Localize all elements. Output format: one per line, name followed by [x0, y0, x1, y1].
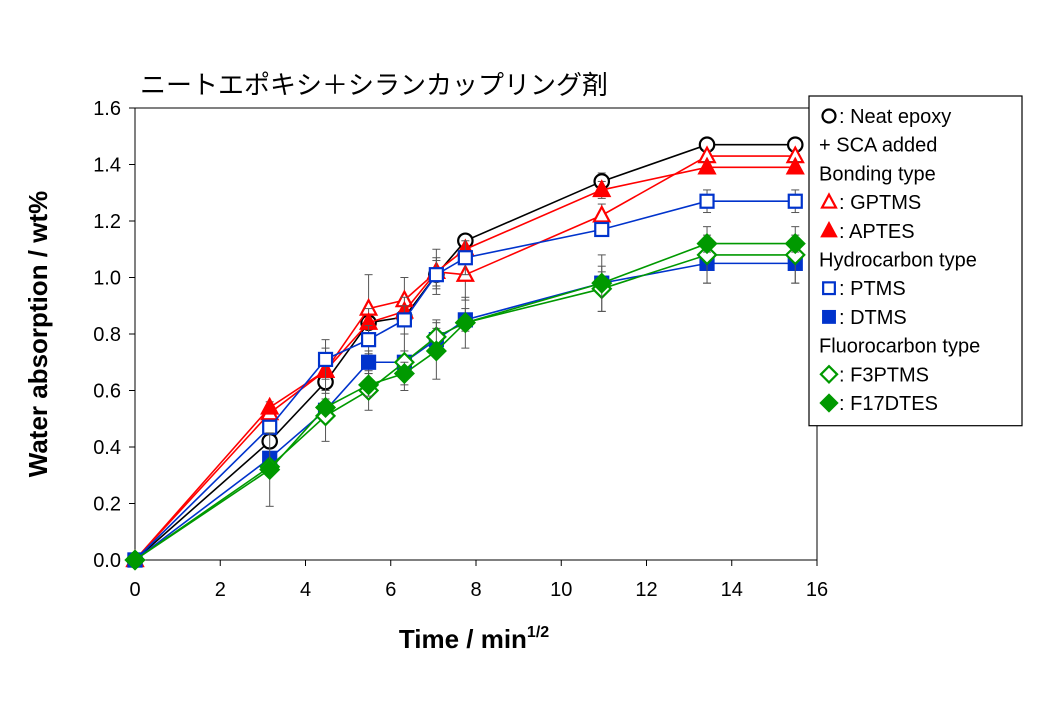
- data-point: [360, 332, 377, 348]
- legend-label: + SCA added: [819, 135, 937, 157]
- legend-marker: [819, 364, 839, 384]
- data-point: [591, 272, 613, 294]
- data-point: [784, 233, 806, 255]
- legend: : Neat epoxy + SCA added Bonding type : GPT…: [808, 95, 1023, 427]
- legend-item: Hydrocarbon type: [819, 250, 977, 272]
- y-tick-label: 1.6: [93, 98, 121, 120]
- data-point: [428, 267, 444, 283]
- data-point: [262, 419, 278, 435]
- legend-label: : DTMS: [839, 307, 907, 329]
- data-point: [457, 250, 473, 266]
- data-point: [317, 351, 334, 368]
- x-tick-label: 10: [550, 579, 572, 601]
- data-point: [699, 193, 715, 209]
- data-point: [259, 459, 281, 481]
- legend-label: Bonding type: [819, 163, 936, 185]
- y-tick-label: 0.6: [93, 381, 121, 403]
- series-aptes: [125, 156, 805, 568]
- legend-label: : PTMS: [839, 278, 906, 300]
- legend-item: : APTES: [820, 220, 915, 243]
- legend-label: : APTES: [839, 221, 915, 243]
- x-tick-label: 6: [385, 579, 396, 601]
- legend-item: : F17DTES: [819, 393, 938, 415]
- x-tick-label: 0: [129, 579, 140, 601]
- legend-label: : Neat epoxy: [839, 106, 951, 128]
- data-point: [787, 193, 803, 209]
- x-axis-label: Time / min1/2: [399, 624, 549, 654]
- series-line: [134, 166, 796, 561]
- data-point: [785, 156, 805, 175]
- x-tick-label: 16: [806, 579, 828, 601]
- series-ptms: [127, 189, 803, 568]
- legend-item: Bonding type: [819, 163, 936, 185]
- legend-marker: [821, 108, 837, 124]
- legend-box: [808, 95, 1023, 427]
- data-point: [358, 374, 380, 396]
- series-line: [134, 254, 796, 561]
- data-point: [454, 312, 476, 334]
- legend-marker: [820, 220, 838, 238]
- data-point: [594, 221, 610, 238]
- series-line: [134, 155, 796, 561]
- legend-item: : GPTMS: [820, 192, 921, 214]
- legend-label: Fluorocarbon type: [819, 336, 980, 358]
- legend-label: : F3PTMS: [839, 364, 929, 386]
- series-line: [134, 262, 796, 561]
- x-tick-label: 8: [470, 579, 481, 601]
- x-tick-label: 2: [215, 579, 226, 601]
- data-point: [314, 396, 337, 419]
- series-layer: [124, 136, 806, 571]
- y-tick-label: 0.2: [93, 494, 121, 516]
- y-tick-label: 0.4: [93, 437, 121, 459]
- data-point: [784, 244, 806, 266]
- y-tick-label: 1.0: [93, 268, 121, 290]
- data-point: [592, 204, 612, 223]
- series-line: [134, 242, 796, 561]
- series-line: [134, 143, 796, 561]
- legend-item: + SCA added: [819, 135, 937, 157]
- data-point: [592, 179, 612, 198]
- legend-item: : Neat epoxy: [821, 106, 951, 128]
- legend-item: : DTMS: [822, 307, 907, 329]
- data-point: [696, 244, 718, 266]
- legend-label: : GPTMS: [839, 192, 921, 214]
- data-point: [260, 396, 280, 415]
- data-point: [697, 156, 717, 175]
- legend-marker: [820, 192, 838, 209]
- data-point: [425, 340, 447, 362]
- legend-item: : F3PTMS: [819, 364, 929, 386]
- series-f17dtes: [124, 233, 806, 571]
- legend-label: Hydrocarbon type: [819, 250, 977, 272]
- y-tick-label: 1.4: [93, 155, 121, 177]
- data-point: [360, 354, 377, 370]
- legend-item: : PTMS: [822, 278, 906, 300]
- axes: 0 2 4 6 8 10 12 14 16 0.0 0.2 0.4 0.6 0.8 1.0 1.2 1.4 1.6: [93, 98, 828, 601]
- legend-item: Fluorocarbon type: [819, 336, 980, 358]
- x-axis-label-text: Time / min: [399, 624, 527, 654]
- data-point: [393, 362, 415, 385]
- legend-marker: [822, 281, 836, 296]
- legend-marker: [819, 393, 839, 413]
- x-axis-label-superscript: 1/2: [527, 624, 549, 641]
- legend-marker: [822, 309, 836, 324]
- series-line: [134, 200, 796, 561]
- chart-title: ニートエポキシ＋シランカップリング剤: [140, 70, 608, 100]
- data-point: [124, 549, 146, 571]
- x-tick-label: 14: [721, 579, 743, 601]
- series-gptms: [125, 145, 805, 568]
- x-tick-label: 4: [300, 579, 311, 601]
- y-tick-label: 1.2: [93, 211, 121, 233]
- y-tick-label: 0.0: [93, 550, 121, 572]
- y-tick-label: 0.8: [93, 324, 121, 346]
- x-tick-label: 12: [635, 579, 657, 601]
- legend-label: : F17DTES: [839, 393, 938, 415]
- y-axis-label: Water absorption / wt%: [23, 191, 53, 478]
- data-point: [396, 312, 412, 328]
- data-point: [696, 233, 718, 255]
